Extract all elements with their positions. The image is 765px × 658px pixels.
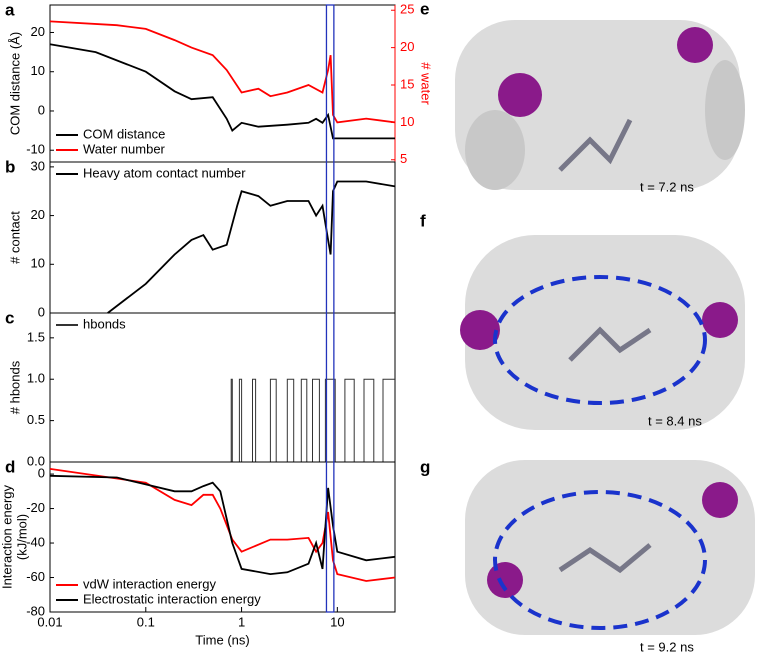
image-caption: t = 9.2 ns bbox=[640, 639, 694, 654]
panel-letter: a bbox=[5, 0, 15, 19]
panel-letter: e bbox=[420, 0, 429, 18]
plot-frame bbox=[49, 312, 396, 463]
data-line bbox=[107, 180, 396, 314]
panel-letter: c bbox=[5, 308, 14, 327]
y2-axis-label: # water bbox=[419, 62, 434, 105]
y-tick-label: 0.0 bbox=[27, 453, 45, 468]
y-tick-label: -40 bbox=[26, 534, 45, 549]
y-axis-label: COM distance (Å) bbox=[7, 32, 22, 135]
y-tick-label: 0 bbox=[38, 466, 45, 481]
x-tick-label: 0.01 bbox=[37, 614, 62, 629]
y-tick-label: -60 bbox=[26, 569, 45, 584]
y2-tick-label: 20 bbox=[400, 39, 414, 54]
y-tick-label: 10 bbox=[31, 256, 45, 271]
y-tick-label: -80 bbox=[26, 603, 45, 618]
image-caption: t = 7.2 ns bbox=[640, 179, 694, 194]
legend-label: vdW interaction energy bbox=[83, 576, 216, 591]
x-tick-label: 10 bbox=[330, 614, 344, 629]
data-line bbox=[49, 468, 396, 582]
y-tick-label: -10 bbox=[26, 142, 45, 157]
panel-e-image bbox=[455, 20, 745, 190]
y-tick-label: 20 bbox=[31, 24, 45, 39]
y2-tick-label: 25 bbox=[400, 2, 414, 17]
y-axis-label: (kJ/mol) bbox=[14, 514, 29, 560]
y-tick-label: 1.5 bbox=[27, 329, 45, 344]
image-caption: t = 8.4 ns bbox=[648, 413, 702, 428]
y-tick-label: 20 bbox=[31, 207, 45, 222]
panel-letter: b bbox=[5, 157, 15, 176]
y-tick-label: -20 bbox=[26, 500, 45, 515]
panel-f-image bbox=[460, 235, 745, 430]
y-axis-label: Interaction energy bbox=[0, 484, 14, 589]
legend-label: Heavy atom contact number bbox=[83, 165, 246, 180]
y2-tick-label: 15 bbox=[400, 76, 414, 91]
y-tick-label: 0 bbox=[38, 304, 45, 319]
panel-letter: g bbox=[420, 457, 430, 476]
legend-label: COM distance bbox=[83, 126, 165, 141]
x-axis-label: Time (ns) bbox=[195, 632, 249, 647]
x-tick-label: 1 bbox=[238, 614, 245, 629]
y2-tick-label: 10 bbox=[400, 114, 414, 129]
y-axis-label: # hbonds bbox=[7, 360, 22, 414]
y-tick-label: 0.5 bbox=[27, 412, 45, 427]
data-line bbox=[49, 20, 396, 124]
data-line bbox=[49, 43, 395, 140]
y-tick-label: 0 bbox=[38, 102, 45, 117]
y-tick-label: 30 bbox=[31, 158, 45, 173]
y-tick-label: 10 bbox=[31, 63, 45, 78]
panel-g-image bbox=[465, 460, 755, 635]
legend-label: Electrostatic interaction energy bbox=[83, 591, 261, 606]
legend-label: hbonds bbox=[83, 316, 126, 331]
plot-frame bbox=[49, 461, 396, 613]
y2-tick-label: 5 bbox=[400, 151, 407, 166]
x-tick-label: 0.1 bbox=[137, 614, 155, 629]
legend-label: Water number bbox=[83, 141, 166, 156]
plot-frame bbox=[49, 161, 396, 314]
y-axis-label: # contact bbox=[7, 211, 22, 264]
data-line bbox=[50, 378, 395, 463]
highlight-box bbox=[325, 4, 335, 613]
data-line bbox=[49, 474, 396, 576]
y-tick-label: 1.0 bbox=[27, 371, 45, 386]
panel-letter: d bbox=[5, 457, 15, 476]
panel-letter: f bbox=[420, 211, 426, 230]
